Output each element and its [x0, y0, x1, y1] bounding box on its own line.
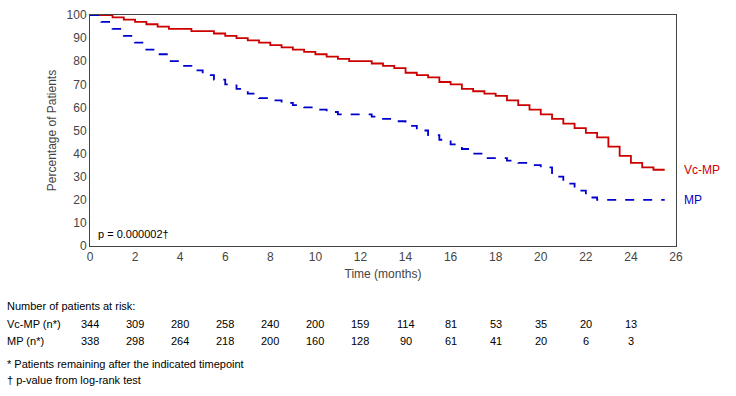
svg-text:Vc-MP (n*): Vc-MP (n*)	[7, 318, 61, 330]
svg-text:53: 53	[490, 318, 502, 330]
svg-text:280: 280	[171, 318, 189, 330]
svg-text:61: 61	[445, 335, 457, 347]
svg-text:200: 200	[306, 318, 324, 330]
svg-text:218: 218	[216, 335, 234, 347]
svg-text:20: 20	[580, 318, 592, 330]
svg-text:6: 6	[583, 335, 589, 347]
svg-text:6: 6	[222, 250, 229, 264]
svg-text:114: 114	[397, 318, 415, 330]
svg-text:159: 159	[351, 318, 369, 330]
svg-text:100: 100	[67, 8, 87, 22]
svg-text:20: 20	[73, 193, 87, 207]
svg-text:0: 0	[87, 250, 94, 264]
svg-text:26: 26	[669, 250, 683, 264]
svg-text:MP (n*): MP (n*)	[7, 335, 44, 347]
svg-text:MP: MP	[684, 193, 702, 207]
svg-text:0: 0	[80, 239, 87, 253]
svg-text:4: 4	[177, 250, 184, 264]
svg-text:344: 344	[81, 318, 99, 330]
svg-text:Percentage of Patients: Percentage of Patients	[45, 70, 59, 191]
svg-text:3: 3	[628, 335, 634, 347]
svg-text:12: 12	[354, 250, 368, 264]
svg-text:13: 13	[625, 318, 637, 330]
svg-text:Number of patients at risk:: Number of patients at risk:	[7, 300, 135, 312]
svg-text:† p-value from log-rank test: † p-value from log-rank test	[7, 374, 141, 386]
svg-text:30: 30	[73, 170, 87, 184]
svg-text:10: 10	[73, 216, 87, 230]
svg-text:90: 90	[73, 31, 87, 45]
svg-text:90: 90	[400, 335, 412, 347]
svg-text:16: 16	[444, 250, 458, 264]
svg-text:41: 41	[490, 335, 502, 347]
svg-text:35: 35	[535, 318, 547, 330]
svg-text:p = 0.000002†: p = 0.000002†	[98, 228, 169, 240]
svg-text:309: 309	[126, 318, 144, 330]
svg-text:60: 60	[73, 101, 87, 115]
svg-text:24: 24	[624, 250, 638, 264]
svg-text:* Patients remaining after the: * Patients remaining after the indicated…	[7, 358, 244, 370]
svg-text:20: 20	[535, 335, 547, 347]
svg-text:200: 200	[261, 335, 279, 347]
svg-text:2: 2	[132, 250, 139, 264]
svg-text:50: 50	[73, 124, 87, 138]
svg-text:Vc-MP: Vc-MP	[684, 163, 720, 177]
svg-text:14: 14	[399, 250, 413, 264]
svg-text:40: 40	[73, 147, 87, 161]
svg-text:81: 81	[445, 318, 457, 330]
svg-text:80: 80	[73, 54, 87, 68]
svg-text:22: 22	[579, 250, 593, 264]
svg-text:10: 10	[309, 250, 323, 264]
svg-text:20: 20	[534, 250, 548, 264]
svg-text:70: 70	[73, 78, 87, 92]
svg-text:128: 128	[351, 335, 369, 347]
svg-text:298: 298	[126, 335, 144, 347]
svg-text:18: 18	[489, 250, 503, 264]
svg-text:8: 8	[267, 250, 274, 264]
svg-text:264: 264	[171, 335, 189, 347]
svg-text:Time (months): Time (months)	[345, 267, 422, 281]
svg-text:160: 160	[306, 335, 324, 347]
svg-text:338: 338	[81, 335, 99, 347]
svg-text:258: 258	[216, 318, 234, 330]
svg-text:240: 240	[261, 318, 279, 330]
